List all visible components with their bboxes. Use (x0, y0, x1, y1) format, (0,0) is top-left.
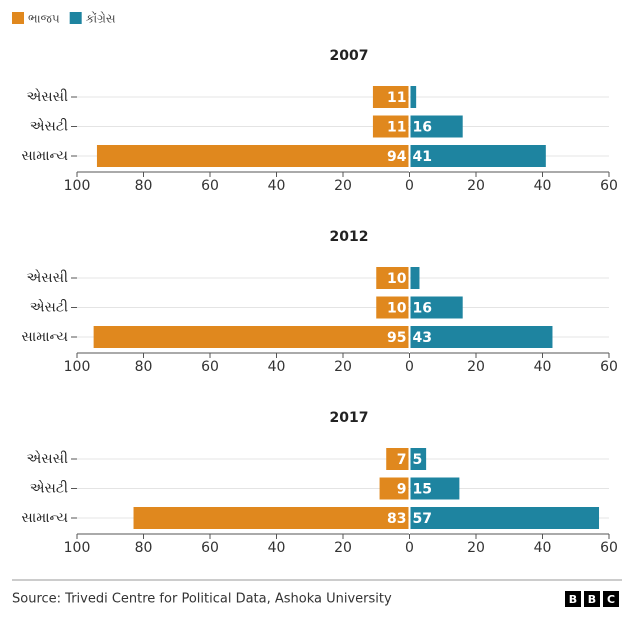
bar (410, 86, 417, 108)
category-label: સામાન્ય (21, 510, 68, 526)
x-tick-label: 100 (64, 178, 91, 194)
value-label: 43 (413, 330, 432, 346)
x-tick-label: 60 (600, 178, 618, 194)
logo-letter: B (588, 593, 596, 606)
bar (379, 477, 409, 500)
chart-title: 2012 (330, 229, 369, 245)
bar (410, 477, 460, 500)
bar (133, 507, 409, 529)
value-label: 11 (387, 120, 406, 136)
bar (386, 448, 409, 470)
bar (376, 296, 409, 319)
category-label: એસટી (30, 480, 68, 497)
x-tick-label: 100 (64, 540, 91, 556)
value-label: 94 (387, 149, 407, 165)
x-tick-label: 20 (467, 359, 485, 375)
x-tick-label: 40 (268, 359, 286, 375)
category-label: એસટી (30, 118, 68, 135)
value-label: 9 (397, 482, 407, 498)
logo-box (565, 591, 581, 607)
legend-label: કોંગ્રેસ (86, 11, 116, 25)
x-tick-label: 80 (135, 540, 153, 556)
value-label: 10 (387, 301, 407, 317)
x-tick-label: 0 (405, 540, 414, 556)
category-label: એસસી (27, 88, 68, 105)
x-tick-label: 20 (467, 178, 485, 194)
value-label: 16 (413, 120, 432, 136)
category-label: સામાન્ય (21, 329, 68, 345)
x-tick-label: 60 (600, 359, 618, 375)
x-tick-label: 60 (201, 359, 219, 375)
value-label: 16 (413, 301, 432, 317)
logo-box (603, 591, 619, 607)
x-tick-label: 80 (135, 178, 153, 194)
bar (372, 115, 409, 138)
value-label: 7 (397, 452, 407, 468)
category-label: એસસી (27, 269, 68, 286)
legend-swatch (12, 12, 24, 24)
source: Source: Trivedi Centre for Political Dat… (12, 592, 392, 607)
bar (410, 145, 546, 167)
x-tick-label: 0 (405, 178, 414, 194)
bar (93, 326, 409, 348)
x-tick-label: 20 (334, 178, 352, 194)
x-tick-label: 20 (334, 540, 352, 556)
logo-letter: B (569, 593, 577, 606)
bar (410, 296, 463, 319)
x-tick-label: 40 (268, 540, 286, 556)
value-label: 10 (387, 271, 407, 287)
bar (410, 115, 463, 138)
value-label: 11 (387, 90, 406, 106)
value-label: 5 (413, 452, 423, 468)
legend-swatch (69, 12, 82, 24)
value-label: 95 (387, 330, 406, 346)
chart-title: 2017 (330, 410, 369, 426)
x-tick-label: 100 (64, 359, 91, 375)
bar (376, 267, 409, 289)
x-tick-label: 40 (534, 540, 552, 556)
value-label: 41 (413, 149, 432, 165)
x-tick-label: 20 (334, 359, 352, 375)
x-tick-label: 60 (201, 540, 219, 556)
bar (410, 267, 420, 289)
category-label: એસસી (27, 450, 68, 467)
x-tick-label: 40 (268, 178, 286, 194)
logo-letter: C (607, 593, 615, 606)
value-label: 15 (413, 482, 432, 498)
x-tick-label: 20 (467, 540, 485, 556)
chart-title: 2007 (330, 48, 369, 64)
bar (410, 448, 427, 470)
x-tick-label: 0 (405, 359, 414, 375)
value-label: 83 (387, 511, 406, 527)
x-tick-label: 60 (201, 178, 219, 194)
x-tick-label: 40 (534, 359, 552, 375)
bar (410, 326, 553, 348)
legend-label: ભાજપ (28, 12, 60, 26)
x-tick-label: 80 (135, 359, 153, 375)
value-label: 57 (413, 511, 432, 527)
logo-box (584, 591, 600, 607)
category-label: સામાન્ય (21, 148, 68, 164)
bar (372, 86, 409, 108)
bar (410, 507, 600, 529)
category-label: એસટી (30, 299, 68, 316)
bar (96, 145, 409, 167)
x-tick-label: 60 (600, 540, 618, 556)
x-tick-label: 40 (534, 178, 552, 194)
